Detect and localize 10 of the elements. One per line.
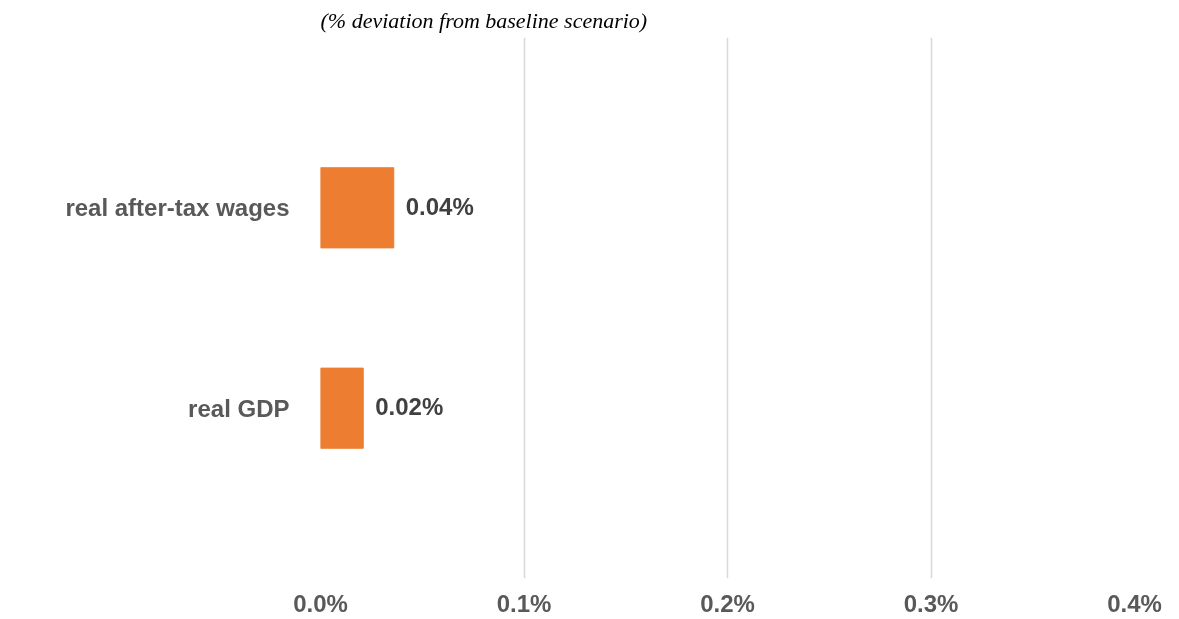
- data-label: 0.02%: [375, 393, 444, 421]
- y-tick-label: real GDP: [188, 394, 290, 422]
- x-tick-label: 0.1%: [496, 589, 552, 617]
- data-label: 0.04%: [405, 192, 474, 220]
- x-tick-label: 0.3%: [903, 589, 959, 617]
- chart-title: (% deviation from baseline scenario): [320, 7, 648, 33]
- y-tick-label: real after-tax wages: [65, 194, 290, 222]
- x-tick-label: 0.0%: [293, 589, 348, 617]
- x-tick-label: 0.2%: [700, 589, 755, 617]
- x-tick-label: 0.4%: [1107, 589, 1162, 617]
